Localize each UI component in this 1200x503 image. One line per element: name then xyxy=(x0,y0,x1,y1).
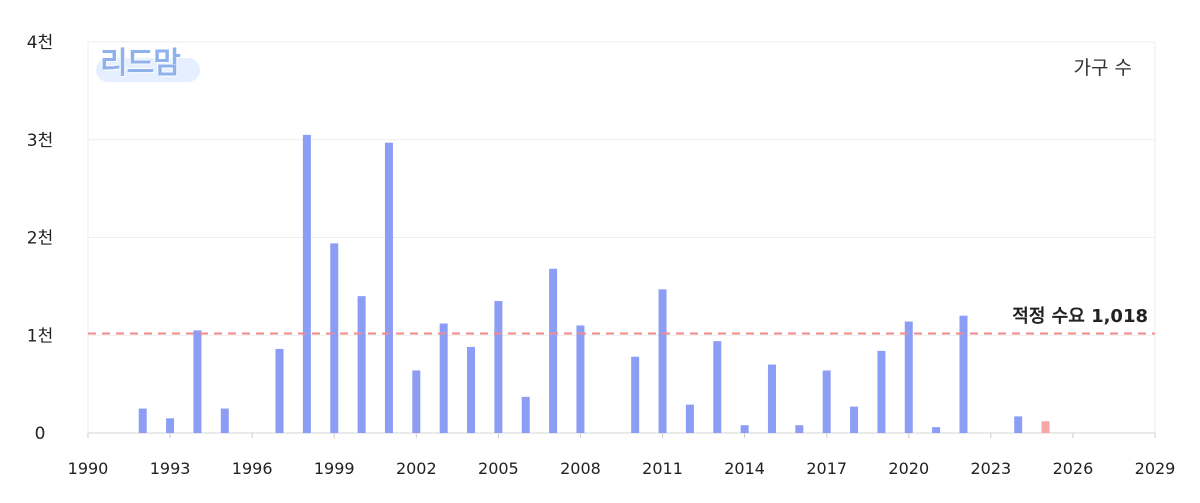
bar xyxy=(959,315,968,433)
y-tick-label: 2천 xyxy=(27,229,53,249)
logo-text: 리드맘 xyxy=(100,46,181,81)
bar xyxy=(357,296,366,433)
bar-projected xyxy=(1041,421,1050,433)
bar xyxy=(467,346,476,433)
bar xyxy=(904,321,913,433)
bar xyxy=(494,301,503,433)
chart-bars xyxy=(138,134,1050,434)
bar xyxy=(138,408,147,433)
bar xyxy=(439,323,448,433)
reference-line-value: 1,018 xyxy=(1091,306,1148,327)
bar xyxy=(302,134,311,434)
x-tick-label: 2005 xyxy=(478,459,519,478)
x-tick-label: 2014 xyxy=(724,459,765,478)
bar xyxy=(850,406,859,433)
watermark-logo: 리드맘 xyxy=(96,36,206,84)
bar xyxy=(631,356,640,433)
bar xyxy=(1014,416,1023,433)
bar xyxy=(521,396,530,433)
bar xyxy=(877,350,886,433)
x-tick-label: 1999 xyxy=(314,459,355,478)
bar xyxy=(384,142,393,433)
x-tick-label: 2020 xyxy=(888,459,929,478)
x-tick-label: 2029 xyxy=(1135,459,1176,478)
bar xyxy=(220,408,229,433)
x-tick-label: 1993 xyxy=(150,459,191,478)
x-tick-label: 2026 xyxy=(1053,459,1094,478)
logo-cloud-shape xyxy=(96,58,200,82)
bar xyxy=(685,404,694,433)
bar xyxy=(658,289,667,433)
chart-gridlines xyxy=(87,41,1156,438)
y-tick-label: 0 xyxy=(35,424,46,444)
x-axis-ticks: 1990 1993 1996 1999 2002 2005 2008 2011 2014 2017… xyxy=(68,459,1176,478)
bar xyxy=(166,418,175,433)
bar xyxy=(822,370,831,433)
x-tick-label: 2002 xyxy=(396,459,437,478)
bar xyxy=(932,427,941,433)
x-tick-label: 2008 xyxy=(560,459,601,478)
y-axis-ticks: 0 1천 2천 3천 4천 xyxy=(27,33,53,444)
bar xyxy=(795,425,804,433)
bar xyxy=(713,341,722,433)
bar xyxy=(193,330,202,433)
x-tick-label: 1990 xyxy=(68,459,109,478)
reference-line-name: 적정 수요 xyxy=(1012,306,1085,327)
bar xyxy=(330,243,339,433)
y-tick-label: 3천 xyxy=(27,131,53,151)
y-tick-label: 4천 xyxy=(27,33,53,53)
x-tick-label: 2017 xyxy=(806,459,847,478)
bar xyxy=(275,348,284,433)
x-tick-label: 2023 xyxy=(970,459,1011,478)
reference-line-label: 적정 수요 1,018 xyxy=(1012,302,1148,328)
y-tick-label: 1천 xyxy=(27,326,53,346)
bar xyxy=(767,364,776,433)
bar xyxy=(576,325,585,433)
legend-series-label: 가구 수 xyxy=(1073,57,1132,79)
x-tick-label: 1996 xyxy=(232,459,273,478)
bar xyxy=(412,370,421,433)
bar xyxy=(740,425,749,433)
x-tick-label: 2011 xyxy=(642,459,683,478)
bar xyxy=(549,268,558,433)
